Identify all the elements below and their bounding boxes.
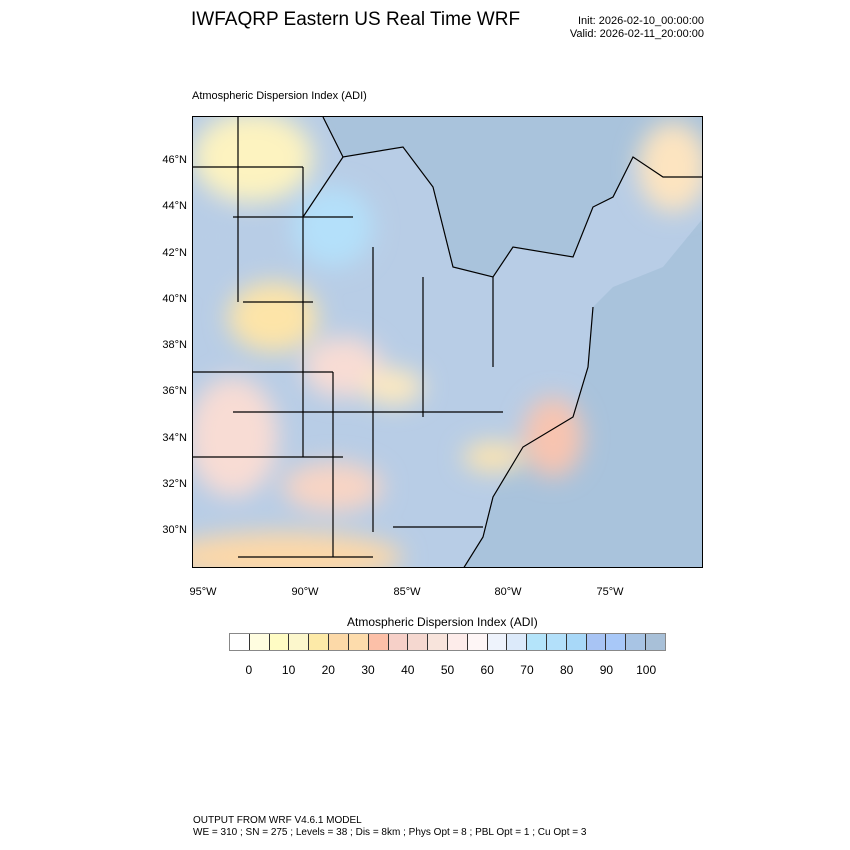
- plot-title: IWFAQRP Eastern US Real Time WRF: [191, 9, 521, 30]
- lat-label: 40°N: [162, 293, 187, 305]
- colorbar-swatch: [467, 634, 488, 650]
- lon-label: 80°W: [494, 586, 522, 598]
- lat-label: 38°N: [162, 339, 187, 351]
- lon-label: 90°W: [291, 586, 319, 598]
- field-title: Atmospheric Dispersion Index (ADI): [192, 90, 367, 102]
- colorbar-swatch: [289, 634, 310, 650]
- colorbar-label: 0: [245, 663, 253, 677]
- colorbar-swatch: [408, 634, 429, 650]
- colorbar-label: 70: [520, 663, 534, 677]
- init-time: Init: 2026-02-10_00:00:00: [578, 15, 704, 27]
- colorbar-swatch: [388, 634, 409, 650]
- colorbar-label: 20: [321, 663, 335, 677]
- lon-label: 75°W: [596, 586, 624, 598]
- colorbar-swatch: [487, 634, 508, 650]
- valid-time: Valid: 2026-02-11_20:00:00: [569, 28, 704, 40]
- adi-map: [192, 116, 703, 568]
- colorbar-label: 40: [401, 663, 415, 677]
- lat-label: 46°N: [162, 154, 187, 166]
- colorbar-swatch: [507, 634, 528, 650]
- colorbar-label: 90: [599, 663, 614, 677]
- colorbar-swatch: [428, 634, 448, 650]
- colorbar-label: 50: [440, 663, 455, 677]
- lat-label: 32°N: [162, 478, 187, 490]
- model-settings: WE = 310 ; SN = 275 ; Levels = 38 ; Dis …: [193, 827, 587, 838]
- colorbar-swatch: [249, 634, 270, 650]
- colorbar-swatch: [368, 634, 389, 650]
- lat-label: 30°N: [162, 524, 187, 536]
- borders: [193, 117, 702, 567]
- colorbar-label: 10: [281, 663, 296, 677]
- colorbar-swatch: [329, 634, 349, 650]
- lat-label: 44°N: [162, 200, 187, 212]
- lat-label: 42°N: [162, 247, 187, 259]
- colorbar-label: 100: [636, 663, 657, 677]
- colorbar-label: 60: [480, 663, 494, 677]
- colorbar-swatch: [309, 634, 330, 650]
- colorbar-label: 80: [559, 663, 574, 677]
- colorbar-swatch: [606, 634, 627, 650]
- model-version: OUTPUT FROM WRF V4.6.1 MODEL: [193, 815, 362, 826]
- lon-label: 95°W: [189, 586, 217, 598]
- lon-label: 85°W: [393, 586, 421, 598]
- time-info: Init: 2026-02-10_00:00:00 Valid: 2026-02…: [570, 15, 704, 41]
- model-info: OUTPUT FROM WRF V4.6.1 MODEL WE = 310 ; …: [193, 815, 586, 839]
- colorbar-swatch: [269, 634, 290, 650]
- colorbar-swatch: [230, 634, 250, 650]
- colorbar-label: 30: [361, 663, 375, 677]
- colorbar-swatch: [626, 634, 647, 650]
- colorbar-swatch: [527, 634, 547, 650]
- colorbar-swatch: [566, 634, 587, 650]
- colorbar-swatch: [646, 634, 665, 650]
- colorbar-swatch: [586, 634, 607, 650]
- map-graphic: [193, 117, 702, 567]
- colorbar-swatch: [447, 634, 468, 650]
- colorbar-swatch: [547, 634, 567, 650]
- colorbar-title: Atmospheric Dispersion Index (ADI): [347, 615, 538, 629]
- colorbar-swatch: [348, 634, 369, 650]
- lat-label: 36°N: [162, 385, 187, 397]
- colorbar: [229, 633, 666, 651]
- lat-label: 34°N: [162, 432, 187, 444]
